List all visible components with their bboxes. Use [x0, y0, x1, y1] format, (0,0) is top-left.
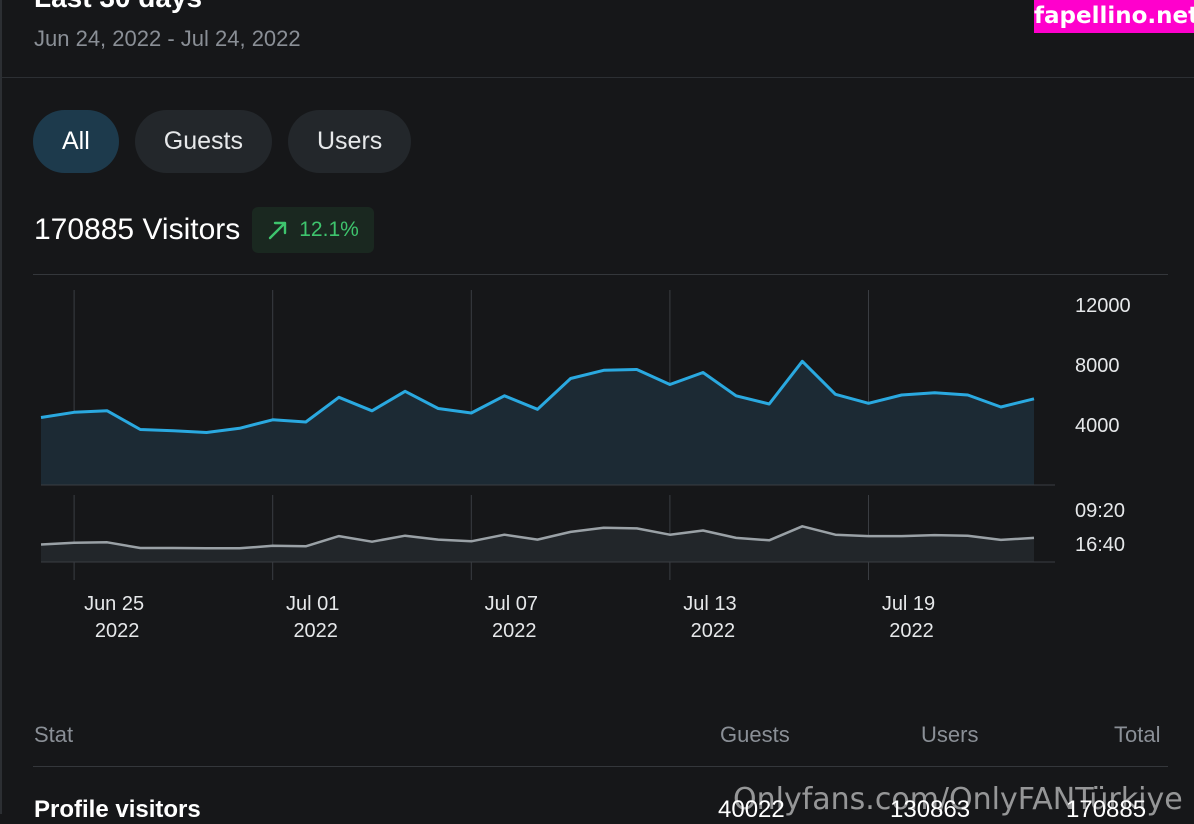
trend-up-icon: [269, 221, 287, 240]
x-tick-label: Jul 01: [286, 593, 339, 615]
change-value: 12.1%: [299, 218, 359, 241]
x-tick-year: 2022: [691, 620, 736, 642]
header: Last 30 days Jun 24, 2022 - Jul 24, 2022: [0, 0, 1194, 78]
x-tick-year: 2022: [293, 620, 338, 642]
y-tick-label: 4000: [1075, 415, 1120, 437]
x-tick-label: Jun 25: [84, 593, 144, 615]
change-badge: 12.1%: [252, 207, 374, 253]
x-tick-label: Jul 19: [882, 593, 935, 615]
main-series-area: [41, 361, 1034, 485]
visitors-chart: 12000 8000 4000 09:20 16:40 Jun 25 2022 Jul 01 2…: [40, 290, 1131, 642]
x-tick-label: Jul 13: [683, 593, 736, 615]
watermark-bottom: Onlyfans.com/OnlyFANTürkiye: [733, 782, 1183, 817]
table-header-users: Users: [921, 722, 979, 747]
date-range: Jun 24, 2022 - Jul 24, 2022: [34, 26, 301, 51]
filter-users-button[interactable]: Users: [288, 110, 412, 173]
table-header-guests: Guests: [720, 722, 790, 747]
table-header-divider: [33, 766, 1168, 767]
sub-series-area: [41, 526, 1034, 562]
filter-group: All Guests Users: [33, 110, 412, 173]
chart-top-divider: [33, 274, 1168, 275]
filter-guests-button[interactable]: Guests: [134, 110, 272, 173]
sub-y-tick-label: 16:40: [1075, 534, 1125, 556]
panel-left-border: [0, 0, 2, 814]
x-tick-year: 2022: [889, 620, 934, 642]
table-header-stat: Stat: [34, 722, 74, 747]
y-tick-label: 8000: [1075, 355, 1120, 377]
table-header-total: Total: [1114, 722, 1161, 747]
main-series-line: [40, 359, 1035, 434]
sub-series-line: [40, 525, 1035, 550]
sub-y-tick-label: 09:20: [1075, 500, 1125, 522]
watermark-top: fapellino.net: [1034, 0, 1194, 33]
y-tick-label: 12000: [1075, 295, 1131, 317]
x-tick-year: 2022: [492, 620, 537, 642]
visitors-count: 170885 Visitors: [34, 213, 241, 246]
row-label-profile-visitors: Profile visitors: [34, 796, 201, 823]
filter-all-button[interactable]: All: [33, 110, 119, 173]
x-tick-label: Jul 07: [485, 593, 538, 615]
x-tick-year: 2022: [95, 620, 140, 642]
visitors-summary: 170885 Visitors 12.1%: [34, 205, 374, 255]
page-title: Last 30 days: [34, 0, 202, 14]
